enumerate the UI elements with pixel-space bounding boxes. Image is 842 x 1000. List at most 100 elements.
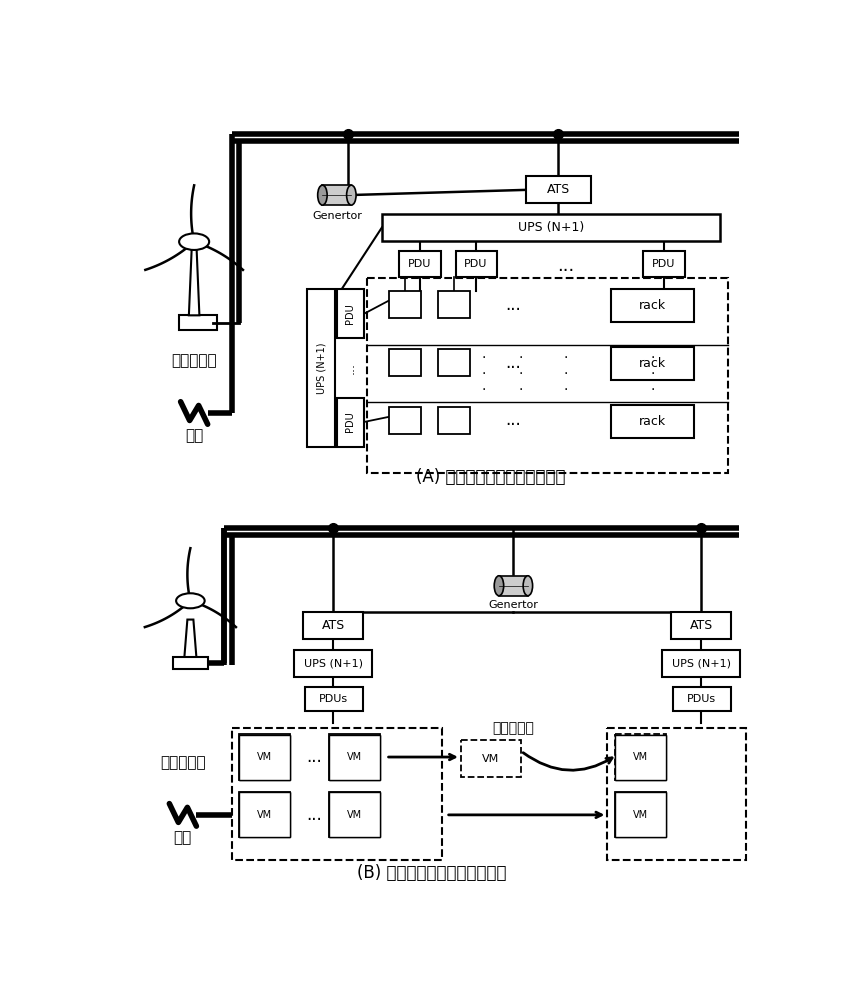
Text: rack: rack [639,415,666,428]
Text: ...: ... [344,362,357,374]
Text: ...: ... [505,411,521,429]
Bar [382,214,720,241]
Text: 电网: 电网 [185,428,203,443]
Bar [329,735,381,780]
Bar [367,278,727,473]
Bar [239,792,290,837]
Text: VM: VM [257,752,272,762]
Text: 虚拟机迁移: 虚拟机迁移 [493,721,535,735]
Bar [294,650,372,677]
Ellipse shape [179,233,209,250]
Text: PDU: PDU [652,259,675,269]
Bar [239,735,290,780]
Bar [615,792,666,837]
Text: VM: VM [257,810,272,820]
Bar [611,405,694,438]
Polygon shape [184,620,196,657]
Bar [305,687,363,711]
Text: 可再生能源: 可再生能源 [171,353,217,368]
Text: VM: VM [348,810,362,820]
Bar [399,251,440,277]
Text: ...: ... [306,806,322,824]
Bar [329,734,381,780]
Bar [329,792,381,837]
Bar [239,734,290,780]
Bar [526,176,591,203]
Polygon shape [189,244,200,315]
Text: UPS (N+1): UPS (N+1) [316,342,326,394]
Text: VM: VM [482,754,499,764]
Text: UPS (N+1): UPS (N+1) [672,658,731,668]
Bar [239,792,290,837]
Bar [439,291,470,318]
Text: VM: VM [633,752,648,762]
Text: ATS: ATS [690,619,713,632]
Text: UPS (N+1): UPS (N+1) [518,221,584,234]
Ellipse shape [523,576,533,596]
Bar [390,291,421,318]
Text: ...: ... [505,354,521,372]
Bar [232,728,442,860]
Bar [303,612,363,639]
Ellipse shape [494,576,504,596]
Text: Genertor: Genertor [488,600,538,610]
Bar [337,398,364,447]
Text: UPS (N+1): UPS (N+1) [304,658,363,668]
Bar [461,740,521,777]
Text: (A) 基于硬件的负载调控实施例: (A) 基于硬件的负载调控实施例 [416,468,566,486]
Bar [615,735,666,780]
Text: 电网: 电网 [173,830,192,845]
Bar [607,728,746,860]
Bar [615,734,666,780]
Text: Genertor: Genertor [312,211,362,221]
Bar [643,251,685,277]
Text: PDU: PDU [345,303,355,324]
Text: rack: rack [639,299,666,312]
Ellipse shape [347,185,356,205]
Bar [662,650,740,677]
Bar [439,407,470,434]
Bar [456,251,497,277]
Bar [179,315,216,330]
Text: PDU: PDU [408,259,431,269]
Ellipse shape [317,185,328,205]
Text: PDU: PDU [464,259,488,269]
Text: ·
·
·: · · · [564,351,568,397]
Text: VM: VM [348,752,362,762]
Text: PDUs: PDUs [318,694,348,704]
Bar [239,792,290,837]
Text: ...: ... [505,296,521,314]
Bar [671,612,731,639]
Bar [615,735,666,780]
Text: PDUs: PDUs [686,694,716,704]
Bar [611,347,694,380]
Bar [615,792,666,837]
Text: rack: rack [639,357,666,370]
Text: ·
·
·: · · · [519,351,523,397]
Bar [322,185,351,205]
Bar [390,407,421,434]
Text: (B) 基于软件的负载调控实施例: (B) 基于软件的负载调控实施例 [357,864,506,882]
Text: ·
·
·: · · · [481,351,486,397]
Bar [239,735,290,780]
Text: PDU: PDU [345,412,355,432]
Bar [306,289,335,447]
Bar [611,289,694,322]
Text: 可再生能源: 可再生能源 [160,755,205,770]
Text: VM: VM [633,810,648,820]
Bar [499,576,528,596]
Bar [337,289,364,338]
Text: ATS: ATS [546,183,570,196]
Bar [673,687,731,711]
Bar [329,792,381,837]
Text: ·
·
·: · · · [650,351,654,397]
Bar [329,792,381,837]
Bar [329,735,381,780]
Text: ...: ... [557,257,574,275]
Bar [615,792,666,837]
Bar [173,657,208,669]
Bar [439,349,470,376]
Text: ATS: ATS [322,619,344,632]
Text: ...: ... [306,748,322,766]
Bar [390,349,421,376]
